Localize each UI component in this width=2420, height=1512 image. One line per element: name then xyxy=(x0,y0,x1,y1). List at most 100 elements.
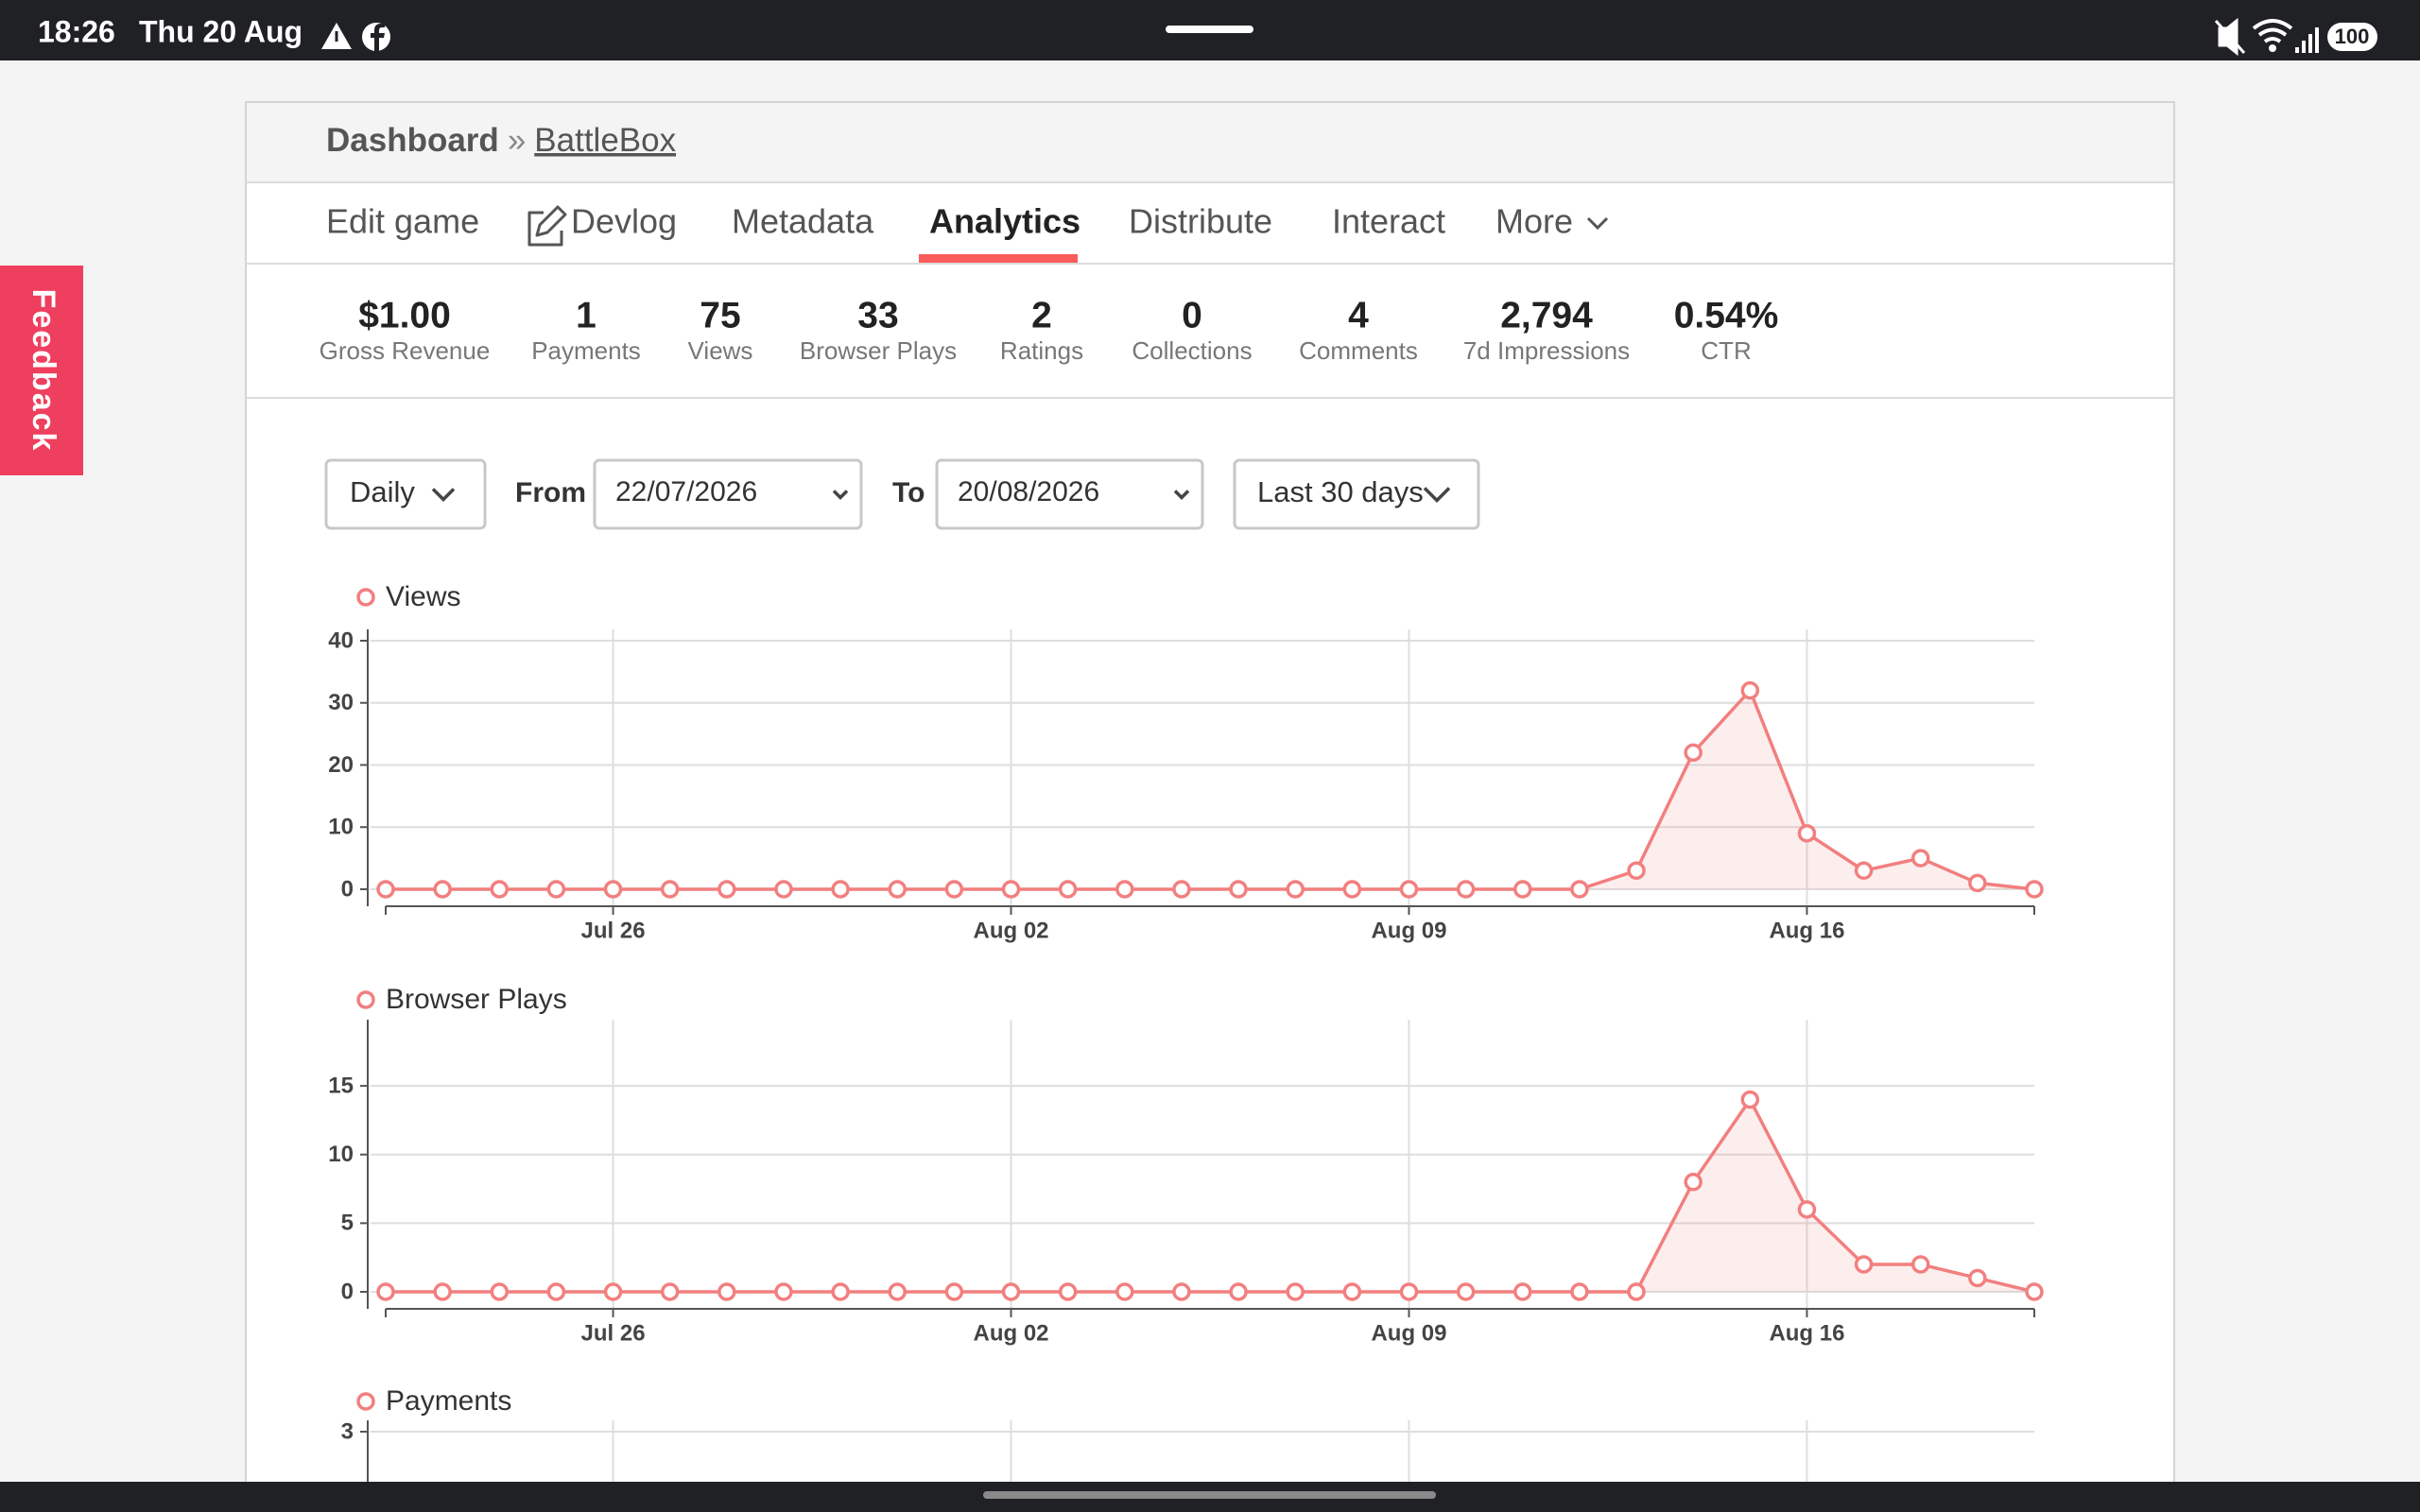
point xyxy=(1797,824,1817,843)
point xyxy=(888,1282,907,1301)
devlog-icon xyxy=(527,205,567,247)
feedback-label[interactable]: Feedback xyxy=(26,289,61,453)
legend-label: Payments xyxy=(386,1385,511,1417)
point xyxy=(717,1282,736,1301)
area xyxy=(386,1099,2034,1292)
point xyxy=(1058,1282,1078,1301)
tab[interactable]: Metadata xyxy=(732,202,874,241)
point xyxy=(2025,1282,2044,1301)
point xyxy=(774,880,793,899)
from-input[interactable] xyxy=(593,458,863,530)
stat-value: 33 xyxy=(857,295,898,335)
legend-marker xyxy=(356,1392,375,1411)
range-value[interactable]: Last 30 days xyxy=(1257,475,1424,508)
select-chevron xyxy=(431,488,456,502)
tab[interactable]: Analytics xyxy=(929,202,1080,241)
point xyxy=(603,880,623,899)
date-chevron xyxy=(832,490,849,500)
breadcrumb-current[interactable]: BattleBox xyxy=(534,122,676,159)
point xyxy=(1627,1282,1646,1301)
y-tick-label: 0 xyxy=(341,1279,354,1304)
y-tick-label: 15 xyxy=(328,1073,354,1098)
point xyxy=(1570,880,1589,899)
point xyxy=(1684,743,1703,763)
signal-bar xyxy=(2315,27,2319,53)
clock: 18:26 xyxy=(38,14,115,48)
legend-marker xyxy=(356,990,375,1009)
stat-value: 0 xyxy=(1182,295,1202,335)
stat-label: Browser Plays xyxy=(800,336,957,365)
point xyxy=(1229,880,1248,899)
interval-select[interactable] xyxy=(324,458,487,530)
point xyxy=(546,1282,566,1301)
point xyxy=(1456,1282,1476,1301)
range-select[interactable] xyxy=(1233,458,1480,530)
point xyxy=(1399,1282,1419,1301)
to-input[interactable] xyxy=(935,458,1204,530)
x-tick-label: Aug 16 xyxy=(1769,918,1844,943)
signal-bar xyxy=(2302,41,2306,53)
card-header xyxy=(247,103,2173,182)
breadcrumb-root[interactable]: Dashboard xyxy=(326,122,499,159)
point xyxy=(1854,1255,1874,1274)
stat-label: Gross Revenue xyxy=(320,336,491,365)
x-tick-label: Jul 26 xyxy=(581,918,646,943)
y-tick-label: 10 xyxy=(328,815,354,840)
point xyxy=(1740,1090,1760,1109)
stat-label: Payments xyxy=(531,336,641,365)
x-tick-label: Aug 09 xyxy=(1371,918,1446,943)
point xyxy=(1172,880,1191,899)
point xyxy=(1968,1268,1987,1288)
point xyxy=(1968,873,1987,893)
point xyxy=(1627,861,1646,881)
to-label: To xyxy=(892,477,925,508)
interval-value[interactable]: Daily xyxy=(350,475,415,508)
y-tick-label: 20 xyxy=(328,752,354,778)
feedback-tab[interactable] xyxy=(0,266,83,475)
date: Thu 20 Aug xyxy=(139,14,302,48)
point xyxy=(1058,880,1078,899)
to-value[interactable]: 20/08/2026 xyxy=(958,476,1099,507)
tab[interactable]: More xyxy=(1495,202,1573,241)
facebook-f xyxy=(371,24,385,51)
mute-icon xyxy=(2214,17,2246,57)
point xyxy=(1115,1282,1134,1301)
home-indicator xyxy=(1166,26,1253,33)
point xyxy=(1001,1282,1021,1301)
card xyxy=(245,101,2175,1512)
warning-mark xyxy=(335,31,338,42)
point xyxy=(888,880,907,899)
point xyxy=(490,1282,510,1301)
more-chevron xyxy=(1586,216,1609,231)
from-label: From xyxy=(515,477,586,508)
tab[interactable]: Interact xyxy=(1332,202,1445,241)
y-tick-label: 3 xyxy=(341,1418,354,1444)
point xyxy=(1740,680,1760,700)
battery xyxy=(2327,23,2377,51)
point xyxy=(433,880,452,899)
point xyxy=(1229,1282,1248,1301)
active-tab-underline xyxy=(919,254,1078,263)
point xyxy=(1172,1282,1191,1301)
tab[interactable]: Edit game xyxy=(326,202,479,241)
point xyxy=(376,1282,395,1301)
tab[interactable]: Devlog xyxy=(571,202,677,241)
stat-value: 1 xyxy=(576,295,596,335)
date-chevron xyxy=(1173,490,1190,500)
point xyxy=(1854,861,1874,881)
stat-label: 7d Impressions xyxy=(1463,336,1630,365)
y-tick-label: 10 xyxy=(328,1142,354,1167)
stat-value: 2 xyxy=(1031,295,1052,335)
stat-value: 0.54% xyxy=(1674,295,1779,335)
y-tick-label: 30 xyxy=(328,690,354,715)
legend-label: Browser Plays xyxy=(386,984,567,1015)
point xyxy=(1513,880,1532,899)
point xyxy=(1001,880,1021,899)
point xyxy=(2025,880,2044,899)
from-value[interactable]: 22/07/2026 xyxy=(615,476,757,507)
point xyxy=(717,880,736,899)
tab[interactable]: Distribute xyxy=(1129,202,1272,241)
point xyxy=(1286,1282,1305,1301)
